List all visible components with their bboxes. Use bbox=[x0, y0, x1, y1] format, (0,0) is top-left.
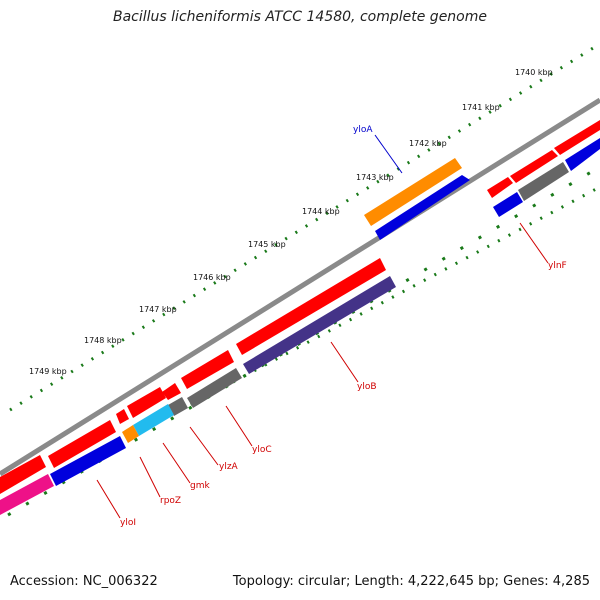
scale-label: 1746 kbp bbox=[193, 273, 231, 282]
gene-forward bbox=[181, 350, 234, 389]
gene-ylnF-reverse bbox=[493, 192, 523, 217]
scale-label: 1747 kbp bbox=[139, 305, 177, 314]
gene-rpoZ bbox=[122, 425, 139, 443]
gene-forward bbox=[162, 383, 181, 400]
scale-label: 1748 kbp bbox=[84, 336, 122, 345]
genome-backbone bbox=[0, 97, 600, 477]
gene-ylzA bbox=[168, 397, 188, 416]
gene-magenta bbox=[0, 474, 54, 515]
gene-forward bbox=[554, 120, 600, 155]
gene-reverse bbox=[565, 138, 600, 171]
gene-forward bbox=[48, 420, 116, 468]
gene-label-yloB: yloB bbox=[357, 382, 377, 392]
gene-yloI bbox=[50, 436, 126, 486]
gene-forward bbox=[0, 455, 46, 494]
gene-reverse bbox=[375, 175, 470, 240]
gene-label-yloI: yloI bbox=[120, 518, 136, 528]
scale-label: 1743 kbp bbox=[356, 173, 394, 182]
gene-yloB bbox=[243, 276, 396, 374]
gene-label-ylzA: ylzA bbox=[219, 462, 239, 472]
map-title: Bacillus licheniformis ATCC 14580, compl… bbox=[113, 9, 487, 25]
gene-label-yloC: yloC bbox=[252, 445, 272, 455]
gene-gray bbox=[518, 162, 569, 201]
outer-tick-track bbox=[0, 43, 599, 508]
gene-forward bbox=[116, 409, 129, 424]
features bbox=[0, 120, 600, 515]
gene-labels: yloA ylnF yloB yloC ylzA gmk rpoZ yloI bbox=[120, 125, 567, 528]
gene-yloC bbox=[187, 368, 242, 408]
gene-forward bbox=[127, 387, 166, 418]
gene-label-ylnF: ylnF bbox=[548, 261, 567, 271]
label-leaders bbox=[96, 134, 549, 519]
gene-forward bbox=[510, 150, 558, 183]
accession-text: Accession: NC_006322 bbox=[10, 574, 158, 589]
gene-gmk bbox=[133, 404, 174, 436]
scale-label: 1744 kbp bbox=[302, 207, 340, 216]
gene-label-gmk: gmk bbox=[190, 481, 210, 491]
scale-label: 1749 kbp bbox=[29, 367, 67, 376]
gene-label-rpoZ: rpoZ bbox=[160, 496, 181, 506]
scale-labels: 1740 kbp 1741 kbp 1742 kbp 1743 kbp 1744… bbox=[29, 68, 553, 376]
topology-text: Topology: circular; Length: 4,222,645 bp… bbox=[232, 574, 590, 589]
gene-label-yloA: yloA bbox=[353, 125, 373, 135]
gene-forward bbox=[236, 258, 386, 355]
scale-label: 1742 kbp bbox=[409, 139, 447, 148]
gene-yloA bbox=[364, 158, 462, 226]
gene-ylnF-forward bbox=[487, 177, 513, 198]
scale-label: 1745 kbp bbox=[248, 240, 286, 249]
scale-label: 1741 kbp bbox=[462, 103, 500, 112]
scale-label: 1740 kbp bbox=[515, 68, 553, 77]
